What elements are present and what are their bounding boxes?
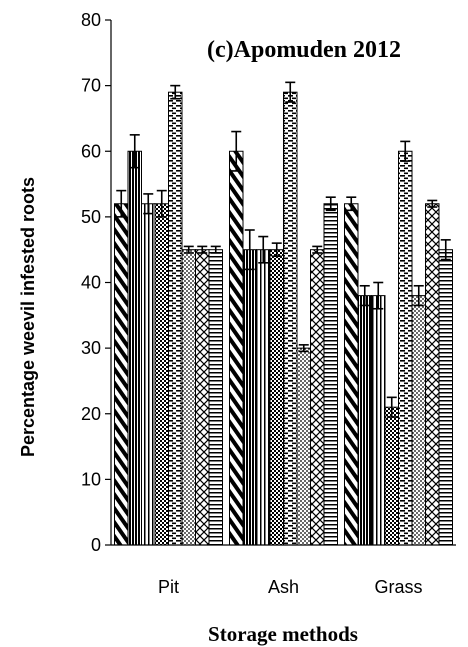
- bar-grass-series-3: [371, 295, 386, 546]
- x-category-label: Pit: [158, 577, 179, 597]
- bar-ash-series-4: [269, 249, 284, 546]
- bar-ash-series-6: [296, 347, 311, 546]
- x-category-label: Ash: [268, 577, 299, 597]
- bar-ash-series-1: [229, 150, 244, 546]
- y-tick-label: 30: [81, 338, 101, 358]
- bar-ash-series-5: [283, 91, 298, 546]
- bar-pit-series-7: [195, 249, 210, 546]
- bar-grass-series-5: [398, 150, 413, 546]
- bar-pit-series-1: [114, 203, 129, 546]
- x-axis-label: Storage methods: [208, 622, 358, 646]
- y-tick-label: 10: [81, 469, 101, 489]
- chart-title: (c)Apomuden 2012: [207, 37, 401, 63]
- x-category-label: Grass: [374, 577, 422, 597]
- bar-pit-series-6: [181, 249, 196, 546]
- bar-grass-series-4: [384, 406, 399, 546]
- bar-ash-series-7: [310, 249, 325, 546]
- y-tick-label: 40: [81, 273, 101, 293]
- y-tick-label: 50: [81, 207, 101, 227]
- bar-ash-series-3: [256, 249, 271, 546]
- bar-pit-series-2: [127, 150, 142, 546]
- y-axis-label: Percentage weevil infested roots: [18, 177, 38, 457]
- bar-grass-series-1: [344, 203, 359, 546]
- y-tick-label: 80: [81, 10, 101, 30]
- bar-pit-series-5: [168, 91, 183, 546]
- bar-grass-series-8: [438, 249, 453, 546]
- bar-grass-series-2: [357, 295, 372, 546]
- bar-pit-series-4: [154, 203, 169, 546]
- bar-ash-series-2: [242, 249, 257, 546]
- y-tick-label: 0: [91, 535, 101, 555]
- y-tick-label: 60: [81, 141, 101, 161]
- y-tick-label: 70: [81, 76, 101, 96]
- bar-pit-series-8: [208, 249, 223, 546]
- y-tick-label: 20: [81, 404, 101, 424]
- bar-grass-series-6: [411, 295, 426, 546]
- bar-ash-series-8: [323, 203, 338, 546]
- bar-grass-series-7: [425, 203, 440, 546]
- bar-pit-series-3: [141, 203, 156, 546]
